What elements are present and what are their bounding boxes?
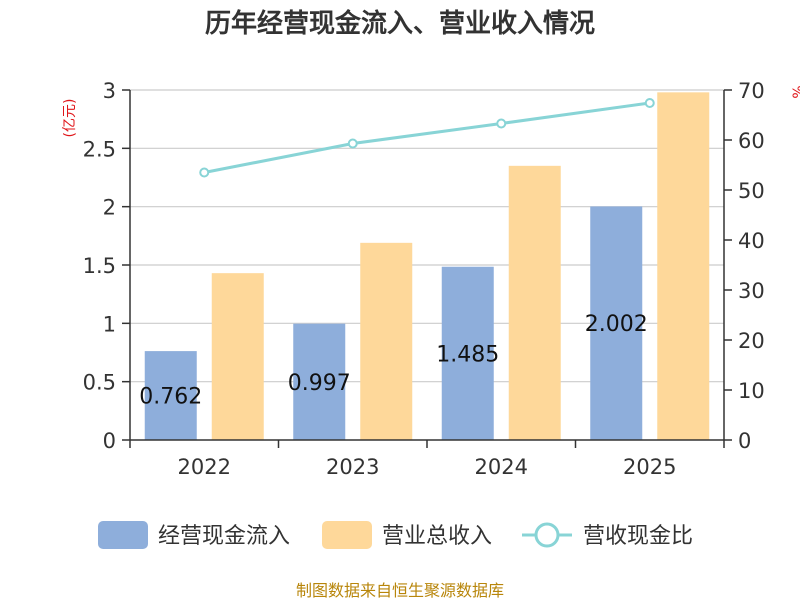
right-axis-tick-label: 40 — [738, 229, 765, 253]
ratio-point — [644, 98, 655, 108]
ratio-line — [203, 101, 650, 174]
source-note: 制图数据来自恒生聚源数据库 — [296, 581, 504, 600]
left-axis-tick-label: 0 — [103, 429, 116, 453]
bar-revenue — [360, 242, 413, 440]
right-axis-tick-label: 50 — [738, 179, 765, 203]
left-axis-tick-label: 1 — [103, 312, 116, 336]
bar-data-label: 2.002 — [585, 312, 648, 337]
right-axis-tick-label: 30 — [738, 279, 765, 303]
ratio-point — [496, 118, 507, 129]
right-axis-tick-label: 20 — [738, 329, 765, 353]
bar-revenue — [508, 165, 561, 441]
legend-label-cash-inflow: 经营现金流入 — [158, 524, 290, 549]
legend: 经营现金流入 营业总收入 营收现金比 — [98, 521, 693, 549]
left-axis-tick-label: 2 — [103, 196, 116, 220]
bar-revenue — [657, 92, 710, 440]
left-axis-tick-label: 0.5 — [83, 371, 116, 395]
x-axis-tick-label: 2023 — [326, 455, 379, 479]
legend-marker-ratio — [534, 522, 560, 548]
left-axis-tick-label: 2.5 — [83, 137, 116, 161]
data-labels: 0.762 0.997 1.485 2.002 — [139, 312, 647, 409]
right-axis-tick-label: 60 — [738, 129, 765, 153]
bar-cash-inflow — [293, 323, 346, 440]
ratio-point — [199, 167, 210, 178]
ratio-point — [347, 138, 358, 149]
x-axis-tick-label: 2025 — [623, 455, 676, 479]
right-axis-unit: % — [791, 85, 800, 98]
left-axis-tick-label: 3 — [103, 79, 116, 103]
bar-cash-inflow — [590, 206, 643, 440]
right-axis-tick-label: 0 — [738, 429, 751, 453]
bar-data-label: 0.762 — [139, 385, 202, 410]
legend-swatch-revenue — [322, 521, 372, 549]
legend-label-revenue: 营业总收入 — [382, 524, 492, 549]
left-axis-tick-label: 1.5 — [83, 254, 116, 278]
legend-swatch-cash-inflow — [98, 521, 148, 549]
legend-label-ratio: 营收现金比 — [583, 524, 693, 549]
bar-revenue — [211, 273, 264, 440]
right-axis-tick-label: 10 — [738, 379, 765, 403]
x-axis-tick-label: 2022 — [178, 455, 231, 479]
bar-group — [144, 92, 710, 441]
chart-title: 历年经营现金流入、营业收入情况 — [205, 8, 595, 39]
right-axis-tick-label: 70 — [738, 79, 765, 103]
bar-data-label: 0.997 — [288, 371, 351, 396]
bar-data-label: 1.485 — [436, 342, 499, 367]
bar-cash-inflow — [441, 266, 494, 440]
bar-cash-inflow — [144, 351, 197, 440]
x-axis-tick-label: 2024 — [475, 455, 528, 479]
left-axis-unit: (亿元) — [62, 99, 78, 138]
line-group — [199, 98, 655, 178]
